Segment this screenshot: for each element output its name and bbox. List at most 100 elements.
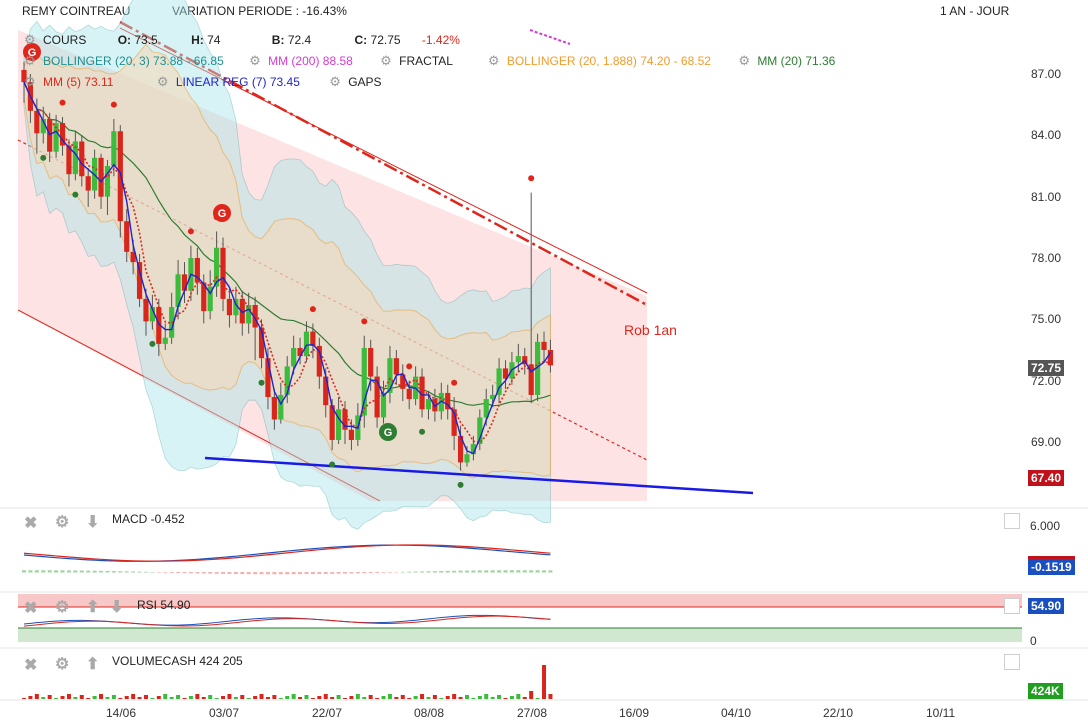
x-tick-label: 03/07 [209, 706, 240, 720]
legend-mm5[interactable]: MM (5) 73.11 [43, 75, 114, 89]
legend-change: -1.42% [421, 33, 460, 47]
volume-bar [131, 694, 136, 699]
channel-lower-line [17, 309, 381, 502]
arrow-down-icon[interactable]: ⬇ [110, 599, 124, 616]
legend-bollinger-outer[interactable]: BOLLINGER (20, 3) 73.88 - 66.85 [43, 54, 224, 68]
candle-body [40, 118, 46, 134]
volume-bar [503, 698, 508, 699]
y-tick-label: 72.00 [1031, 373, 1062, 388]
candle-body [393, 358, 399, 375]
fractal-marker [149, 340, 156, 347]
macd-histogram-bar [445, 570, 450, 573]
legend-mm20[interactable]: MM (20) 71.36 [757, 54, 836, 68]
volume-bar [150, 698, 155, 699]
candle-body [98, 157, 104, 197]
arrow-down-icon[interactable]: ⬇ [86, 514, 100, 531]
macd-histogram-bar [516, 570, 521, 573]
close-icon[interactable]: ✖ [24, 657, 38, 674]
candle-body [66, 145, 72, 175]
candle-body [406, 388, 412, 400]
macd-histogram-bar [169, 572, 174, 573]
macd-histogram-bar [272, 572, 277, 575]
macd-histogram-bar [548, 570, 553, 573]
rsi-oversold-zone [18, 628, 1022, 642]
volume-bar [310, 698, 315, 699]
gear-icon[interactable]: ⚙ [55, 514, 70, 531]
channel-upper-line [119, 27, 648, 294]
macd-histogram-bar [79, 570, 84, 573]
macd-histogram-bar [368, 572, 373, 574]
macd-histogram-bar [60, 570, 65, 573]
candle-body [149, 307, 155, 322]
fractal-marker [309, 306, 316, 313]
volume-checkbox[interactable] [1004, 654, 1020, 670]
gear-icon[interactable]: ⚙ [156, 74, 169, 89]
volume-bar [509, 696, 514, 699]
volume-bar [291, 694, 296, 699]
gear-icon[interactable]: ⚙ [329, 74, 341, 89]
gear-icon[interactable]: ⚙ [24, 32, 36, 47]
macd-histogram-bar [464, 570, 469, 573]
gear-icon[interactable]: ⚙ [55, 599, 70, 616]
macd-histogram-bar [458, 570, 463, 573]
close-icon[interactable]: ✖ [24, 600, 38, 617]
legend-b-value: 72.4 [287, 33, 312, 47]
arrow-up-icon[interactable]: ⬆ [86, 656, 100, 673]
period-selector[interactable]: 1 AN - JOUR [940, 4, 1010, 18]
gear-icon[interactable]: ⚙ [24, 53, 36, 68]
gear-icon[interactable]: ⚙ [738, 53, 750, 68]
volume-bar [73, 697, 78, 699]
legend-gaps[interactable]: GAPS [348, 75, 382, 89]
macd-checkbox[interactable] [1004, 513, 1020, 529]
volume-bar [105, 697, 110, 699]
rsi-checkbox[interactable] [1004, 598, 1020, 614]
candle-body [34, 110, 40, 134]
gear-icon[interactable]: ⚙ [249, 53, 261, 68]
volume-bar [387, 694, 392, 699]
macd-histogram-bar [355, 572, 360, 574]
candle-body [130, 251, 136, 263]
fractal-marker [451, 379, 458, 386]
close-icon[interactable]: ✖ [24, 515, 38, 532]
channel-label: Rob 1an [624, 322, 677, 338]
fractal-marker [329, 461, 336, 468]
candle-body [374, 376, 380, 418]
gap-marker-label: G [218, 208, 227, 220]
gear-icon[interactable]: ⚙ [55, 656, 70, 673]
candle-body [425, 399, 432, 410]
arrow-up-icon[interactable]: ⬆ [86, 599, 100, 616]
x-tick-label: 27/08 [517, 706, 548, 720]
volume-bar [413, 696, 418, 699]
volume-bar [464, 695, 469, 699]
legend-fractal[interactable]: FRACTAL [399, 54, 453, 68]
candle-body [136, 262, 143, 299]
macd-histogram-bar [214, 572, 219, 574]
fractal-marker [110, 101, 117, 108]
macd-histogram-bar [522, 570, 527, 573]
legend-cours[interactable]: COURS [43, 33, 87, 47]
volume-bar [253, 696, 258, 699]
volume-bar [542, 665, 547, 699]
gear-icon[interactable]: ⚙ [487, 53, 500, 68]
legend-mm200[interactable]: MM (200) 88.58 [268, 54, 353, 68]
macd-histogram-bar [47, 570, 52, 573]
candle-body [316, 345, 322, 377]
macd-histogram-bar [131, 571, 136, 573]
candle-body [464, 454, 470, 463]
legend-bollinger-inner[interactable]: BOLLINGER (20, 1.888) 74.20 - 68.52 [506, 54, 711, 68]
legend-c-label: C: [354, 33, 368, 47]
volume-bar [22, 698, 26, 699]
rsi-overbought-zone [18, 594, 1022, 607]
gear-icon[interactable]: ⚙ [380, 53, 392, 68]
macd-histogram-bar [278, 572, 283, 575]
legend-h-value: 74 [207, 33, 221, 47]
fractal-marker [406, 363, 413, 370]
y-tick-label: 78.00 [1031, 251, 1062, 265]
gear-icon[interactable]: ⚙ [24, 74, 36, 89]
legend-linreg[interactable]: LINEAR REG (7) 73.45 [175, 75, 300, 89]
candle-body [239, 298, 245, 324]
volume-bar [214, 698, 219, 699]
macd-histogram-bar [323, 572, 328, 574]
macd-histogram-bar [208, 572, 213, 574]
